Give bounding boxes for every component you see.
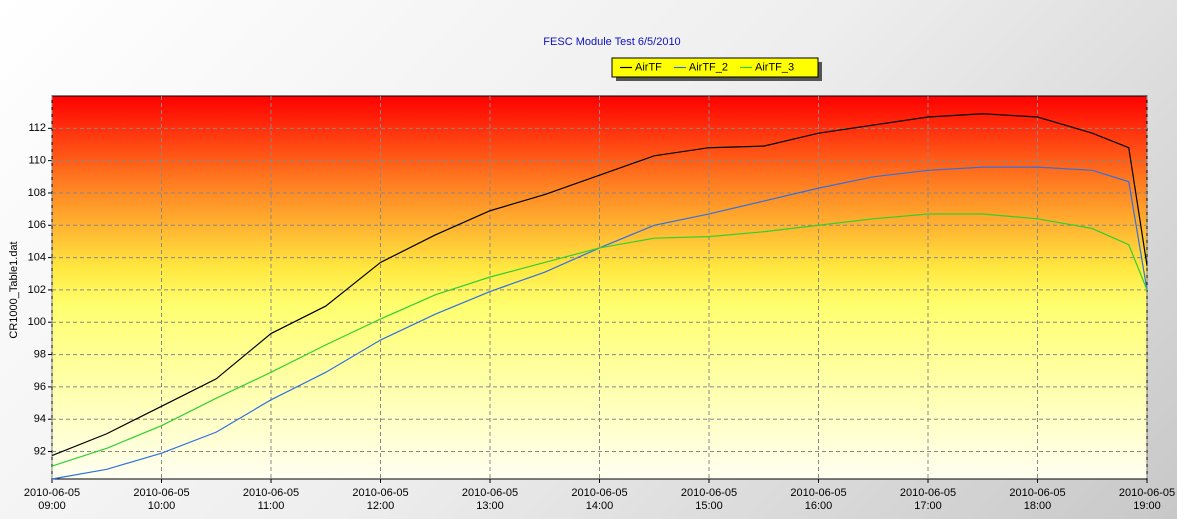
legend bbox=[611, 57, 819, 78]
y-tick-label: 96 bbox=[34, 381, 46, 393]
legend-label: AirTF_3 bbox=[755, 61, 794, 73]
x-tick-label: 2010-06-05 19:00 bbox=[1118, 487, 1176, 512]
y-tick-label: 92 bbox=[34, 445, 46, 457]
y-tick-label: 100 bbox=[28, 316, 46, 328]
y-tick-label: 94 bbox=[34, 413, 46, 425]
chart-title: FESC Module Test 6/5/2010 bbox=[543, 36, 680, 48]
x-tick-label: 2010-06-05 13:00 bbox=[461, 487, 519, 512]
x-tick-label: 2010-06-05 11:00 bbox=[242, 487, 300, 512]
y-tick-label: 104 bbox=[28, 252, 46, 264]
x-tick-label: 2010-06-05 17:00 bbox=[899, 487, 957, 512]
y-tick-label: 102 bbox=[28, 284, 46, 296]
y-tick-label: 110 bbox=[28, 155, 46, 167]
legend-label: AirTF_2 bbox=[689, 61, 728, 73]
x-tick-label: 2010-06-05 16:00 bbox=[790, 487, 847, 512]
x-tick-label: 2010-06-05 09:00 bbox=[23, 487, 81, 512]
y-tick-label: 106 bbox=[28, 219, 46, 231]
x-tick-label: 2010-06-05 14:00 bbox=[571, 487, 628, 512]
legend-label: AirTF bbox=[635, 61, 662, 73]
x-tick-label: 2010-06-05 12:00 bbox=[352, 487, 409, 512]
y-axis-label: CR1000_Table1.dat bbox=[8, 241, 20, 338]
series-line bbox=[51, 213, 1148, 467]
y-tick-label: 98 bbox=[34, 348, 46, 360]
x-tick-label: 2010-06-05 15:00 bbox=[680, 487, 738, 512]
series-line bbox=[51, 166, 1148, 480]
x-tick-label: 2010-06-05 10:00 bbox=[133, 487, 190, 512]
y-tick-label: 112 bbox=[28, 122, 46, 134]
series-line bbox=[51, 113, 1148, 457]
y-tick-label: 108 bbox=[28, 187, 46, 199]
x-tick-label: 2010-06-05 18:00 bbox=[1009, 487, 1066, 512]
